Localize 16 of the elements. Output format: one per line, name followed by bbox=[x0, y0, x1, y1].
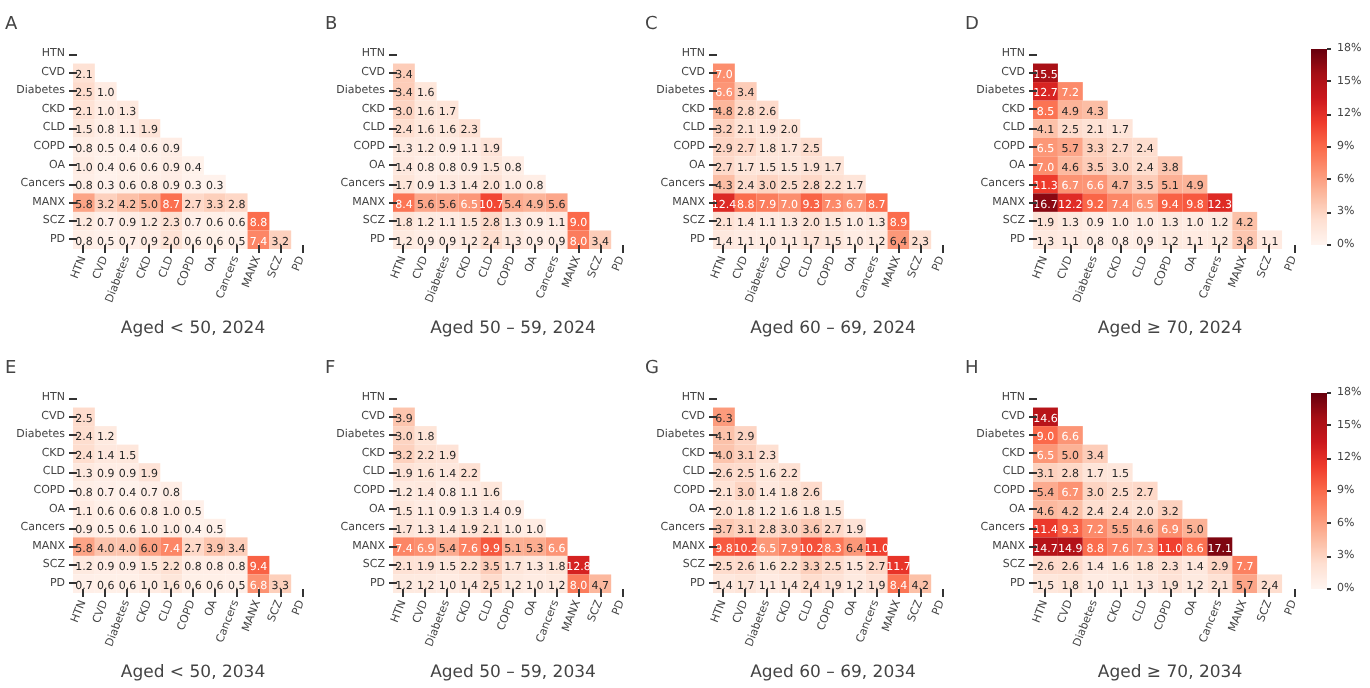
x-axis-title: Aged < 50, 2034 bbox=[120, 662, 266, 683]
chart-title: D bbox=[965, 15, 979, 35]
chart-title: C bbox=[645, 15, 658, 35]
x-axis-title: Aged 50 – 59, 2034 bbox=[430, 662, 596, 683]
x-axis-title: Aged 60 – 69, 2034 bbox=[750, 662, 916, 683]
x-axis-title: Aged ≥ 70, 2034 bbox=[1097, 662, 1243, 683]
chart-title: F bbox=[325, 359, 336, 379]
chart-title: E bbox=[5, 359, 17, 379]
x-axis-title: Aged < 50, 2024 bbox=[120, 318, 266, 339]
x-axis-title: Aged 50 – 59, 2024 bbox=[430, 318, 596, 339]
chart-title: H bbox=[965, 359, 979, 379]
chart-title: G bbox=[645, 359, 659, 379]
x-axis-title: Aged 60 – 69, 2024 bbox=[750, 318, 916, 339]
x-axis-title: Aged ≥ 70, 2024 bbox=[1097, 318, 1243, 339]
chart-title: A bbox=[5, 15, 19, 35]
chart-title: B bbox=[325, 15, 338, 35]
